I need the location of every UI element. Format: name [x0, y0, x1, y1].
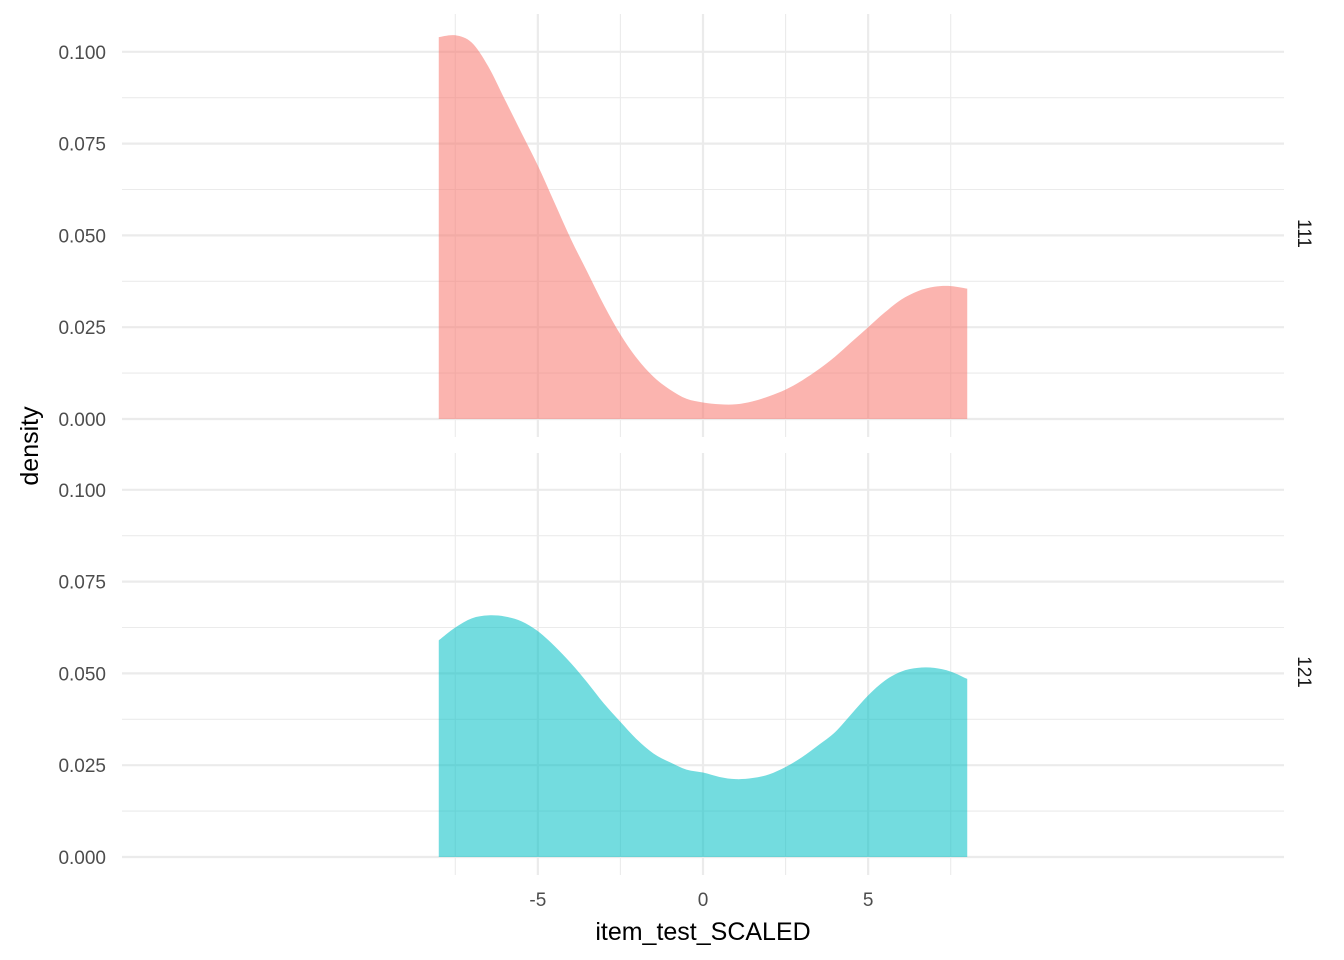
- x-tick-label: 5: [863, 890, 874, 911]
- facet-strip-label-121: 121: [1293, 656, 1314, 688]
- x-tick-labels: -5 0 5: [529, 890, 873, 911]
- y-tick-label: 0.100: [58, 481, 106, 502]
- y-tick-labels: 0.000 0.025 0.050 0.075 0.100 0.000 0.025 0.050…: [58, 43, 106, 869]
- panel-121: [122, 453, 1284, 875]
- x-tick-label: 0: [698, 890, 709, 911]
- y-tick-label: 0.025: [58, 756, 106, 777]
- y-tick-label: 0.075: [58, 573, 106, 594]
- y-tick-label: 0.075: [58, 135, 106, 156]
- x-tick-label: -5: [529, 890, 546, 911]
- y-tick-label: 0.025: [58, 318, 106, 339]
- y-tick-label: 0.000: [58, 410, 106, 431]
- x-axis-title: item_test_SCALED: [595, 918, 810, 946]
- density-area-111: [438, 35, 968, 420]
- density-area-121: [438, 615, 968, 857]
- y-tick-label: 0.050: [58, 226, 106, 247]
- facet-panels: [122, 14, 1284, 875]
- panel-111: [122, 14, 1284, 437]
- facet-strip-labels: 111 121: [1293, 219, 1314, 688]
- y-axis-title: density: [16, 406, 44, 486]
- y-tick-label: 0.000: [58, 848, 106, 869]
- facet-strip-label-111: 111: [1293, 219, 1314, 248]
- y-tick-label: 0.050: [58, 664, 106, 685]
- y-tick-label: 0.100: [58, 43, 106, 64]
